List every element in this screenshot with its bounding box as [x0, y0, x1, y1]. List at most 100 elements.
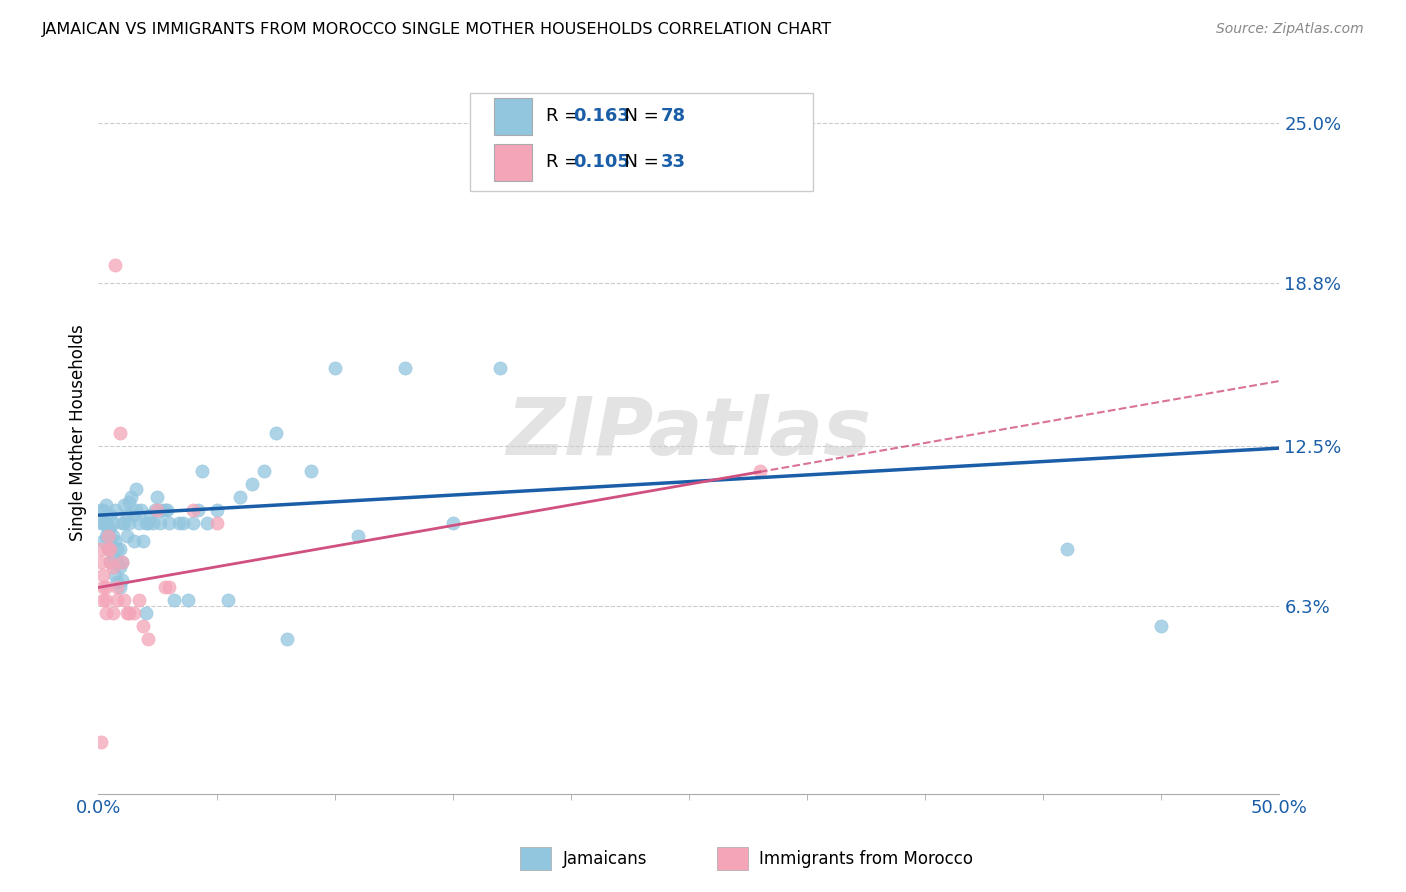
Point — [90, 735, 112, 749]
Point — [122, 607, 145, 621]
Point — [98, 508, 121, 523]
Point — [122, 508, 145, 523]
Point — [150, 503, 173, 517]
Point — [136, 632, 159, 646]
Point — [105, 555, 128, 569]
Point — [112, 516, 135, 530]
Text: N =: N = — [613, 107, 664, 126]
Point — [108, 581, 131, 595]
Point — [128, 593, 150, 607]
Point — [101, 559, 124, 574]
Text: 33: 33 — [661, 153, 686, 171]
Point — [108, 425, 131, 440]
Point — [149, 516, 172, 530]
Point — [153, 581, 176, 595]
Text: Source: ZipAtlas.com: Source: ZipAtlas.com — [1216, 22, 1364, 37]
Point — [157, 516, 180, 530]
Text: ZIPatlas: ZIPatlas — [506, 393, 872, 472]
Point — [167, 516, 190, 530]
Point — [97, 529, 120, 543]
Point — [111, 573, 134, 587]
Point — [205, 503, 228, 517]
Point — [136, 516, 159, 530]
Point — [128, 516, 150, 530]
Point — [276, 632, 298, 646]
Point — [253, 464, 276, 478]
Point — [1056, 541, 1078, 556]
Point — [98, 521, 121, 535]
Point — [115, 508, 138, 523]
Point — [94, 529, 117, 543]
Point — [104, 503, 127, 517]
Point — [112, 498, 135, 512]
Point — [115, 607, 138, 621]
Point — [91, 533, 114, 548]
Point — [157, 581, 180, 595]
Point — [94, 498, 117, 512]
Point — [125, 483, 148, 497]
Point — [118, 516, 141, 530]
Point — [187, 503, 209, 517]
Point — [205, 516, 228, 530]
Point — [240, 477, 263, 491]
Point — [146, 490, 169, 504]
Point — [91, 567, 114, 582]
Point — [111, 555, 134, 569]
Point — [132, 533, 155, 548]
Point — [108, 541, 131, 556]
Point — [104, 258, 127, 272]
Point — [118, 495, 141, 509]
Point — [163, 593, 186, 607]
Point — [181, 516, 204, 530]
Point — [142, 516, 165, 530]
Text: 0.105: 0.105 — [574, 153, 630, 171]
Point — [105, 581, 128, 595]
Point — [299, 464, 322, 478]
Point — [172, 516, 194, 530]
Point — [115, 529, 138, 543]
Point — [105, 593, 128, 607]
Point — [129, 503, 152, 517]
Text: 0.163: 0.163 — [574, 107, 630, 126]
Text: JAMAICAN VS IMMIGRANTS FROM MOROCCO SINGLE MOTHER HOUSEHOLDS CORRELATION CHART: JAMAICAN VS IMMIGRANTS FROM MOROCCO SING… — [42, 22, 832, 37]
Point — [135, 607, 157, 621]
Point — [105, 541, 128, 556]
Point — [98, 533, 121, 548]
Point — [146, 503, 169, 517]
Point — [94, 607, 117, 621]
Text: R =: R = — [546, 153, 585, 171]
Point — [101, 516, 124, 530]
Point — [91, 516, 114, 530]
Point — [94, 516, 117, 530]
Point — [156, 503, 179, 517]
Point — [111, 516, 134, 530]
Y-axis label: Single Mother Households: Single Mother Households — [69, 325, 87, 541]
Text: Immigrants from Morocco: Immigrants from Morocco — [759, 849, 973, 868]
Point — [217, 593, 239, 607]
Point — [121, 490, 143, 504]
Point — [177, 593, 200, 607]
Point — [91, 581, 114, 595]
Text: Jamaicans: Jamaicans — [562, 849, 647, 868]
Point — [143, 503, 166, 517]
Point — [139, 508, 162, 523]
Point — [1150, 619, 1173, 633]
Point — [91, 503, 114, 517]
Point — [105, 575, 128, 590]
Point — [94, 593, 117, 607]
Point — [97, 524, 120, 538]
Point — [98, 555, 121, 569]
Point — [101, 549, 124, 564]
Point — [111, 555, 134, 569]
Point — [101, 607, 124, 621]
Point — [132, 619, 155, 633]
Point — [97, 541, 120, 556]
Point — [90, 503, 112, 517]
Point — [118, 607, 141, 621]
Point — [90, 516, 112, 530]
Point — [104, 533, 127, 548]
Point — [195, 516, 218, 530]
Point — [97, 541, 120, 556]
Text: 78: 78 — [661, 107, 686, 126]
Point — [112, 593, 135, 607]
